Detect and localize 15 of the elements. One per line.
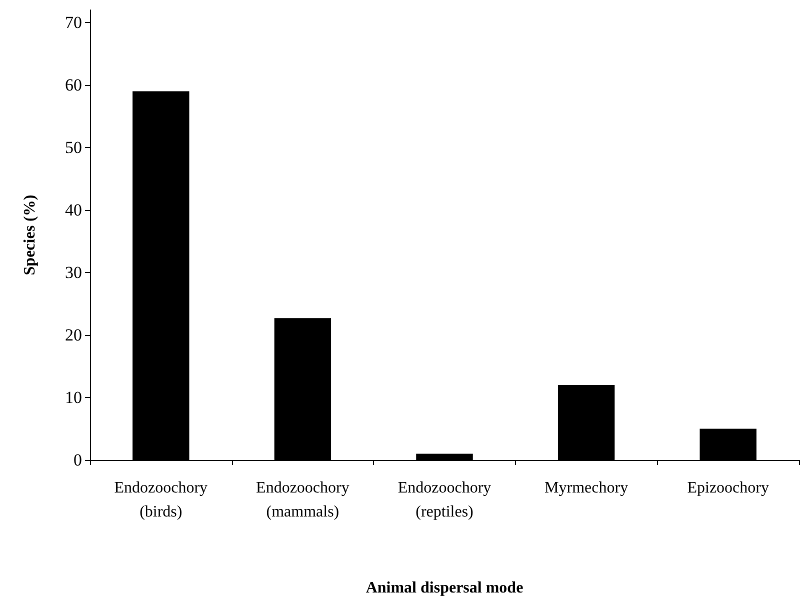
- y-tick-label: 20: [65, 326, 82, 344]
- y-tick-label: 0: [74, 450, 82, 470]
- y-tick-label: 10: [65, 388, 82, 407]
- y-tick-label: 70: [65, 13, 82, 32]
- x-axis-title: Animal dispersal mode: [366, 580, 524, 596]
- x-tick-label: Endozoochory (birds): [114, 480, 208, 520]
- y-tick-label: 40: [65, 200, 82, 220]
- y-tick-label: 30: [65, 263, 82, 282]
- x-tick-label: Endozoochory (mammals): [256, 480, 350, 520]
- x-tick-label: Myrmechory: [544, 480, 628, 496]
- x-tick-label: Endozoochory (reptiles): [398, 480, 492, 520]
- y-axis-title: Species (%): [22, 194, 38, 276]
- y-tick-label: 50: [65, 138, 82, 157]
- x-tick-label: Epizoochory: [687, 480, 769, 496]
- y-tick-label: 60: [65, 76, 82, 94]
